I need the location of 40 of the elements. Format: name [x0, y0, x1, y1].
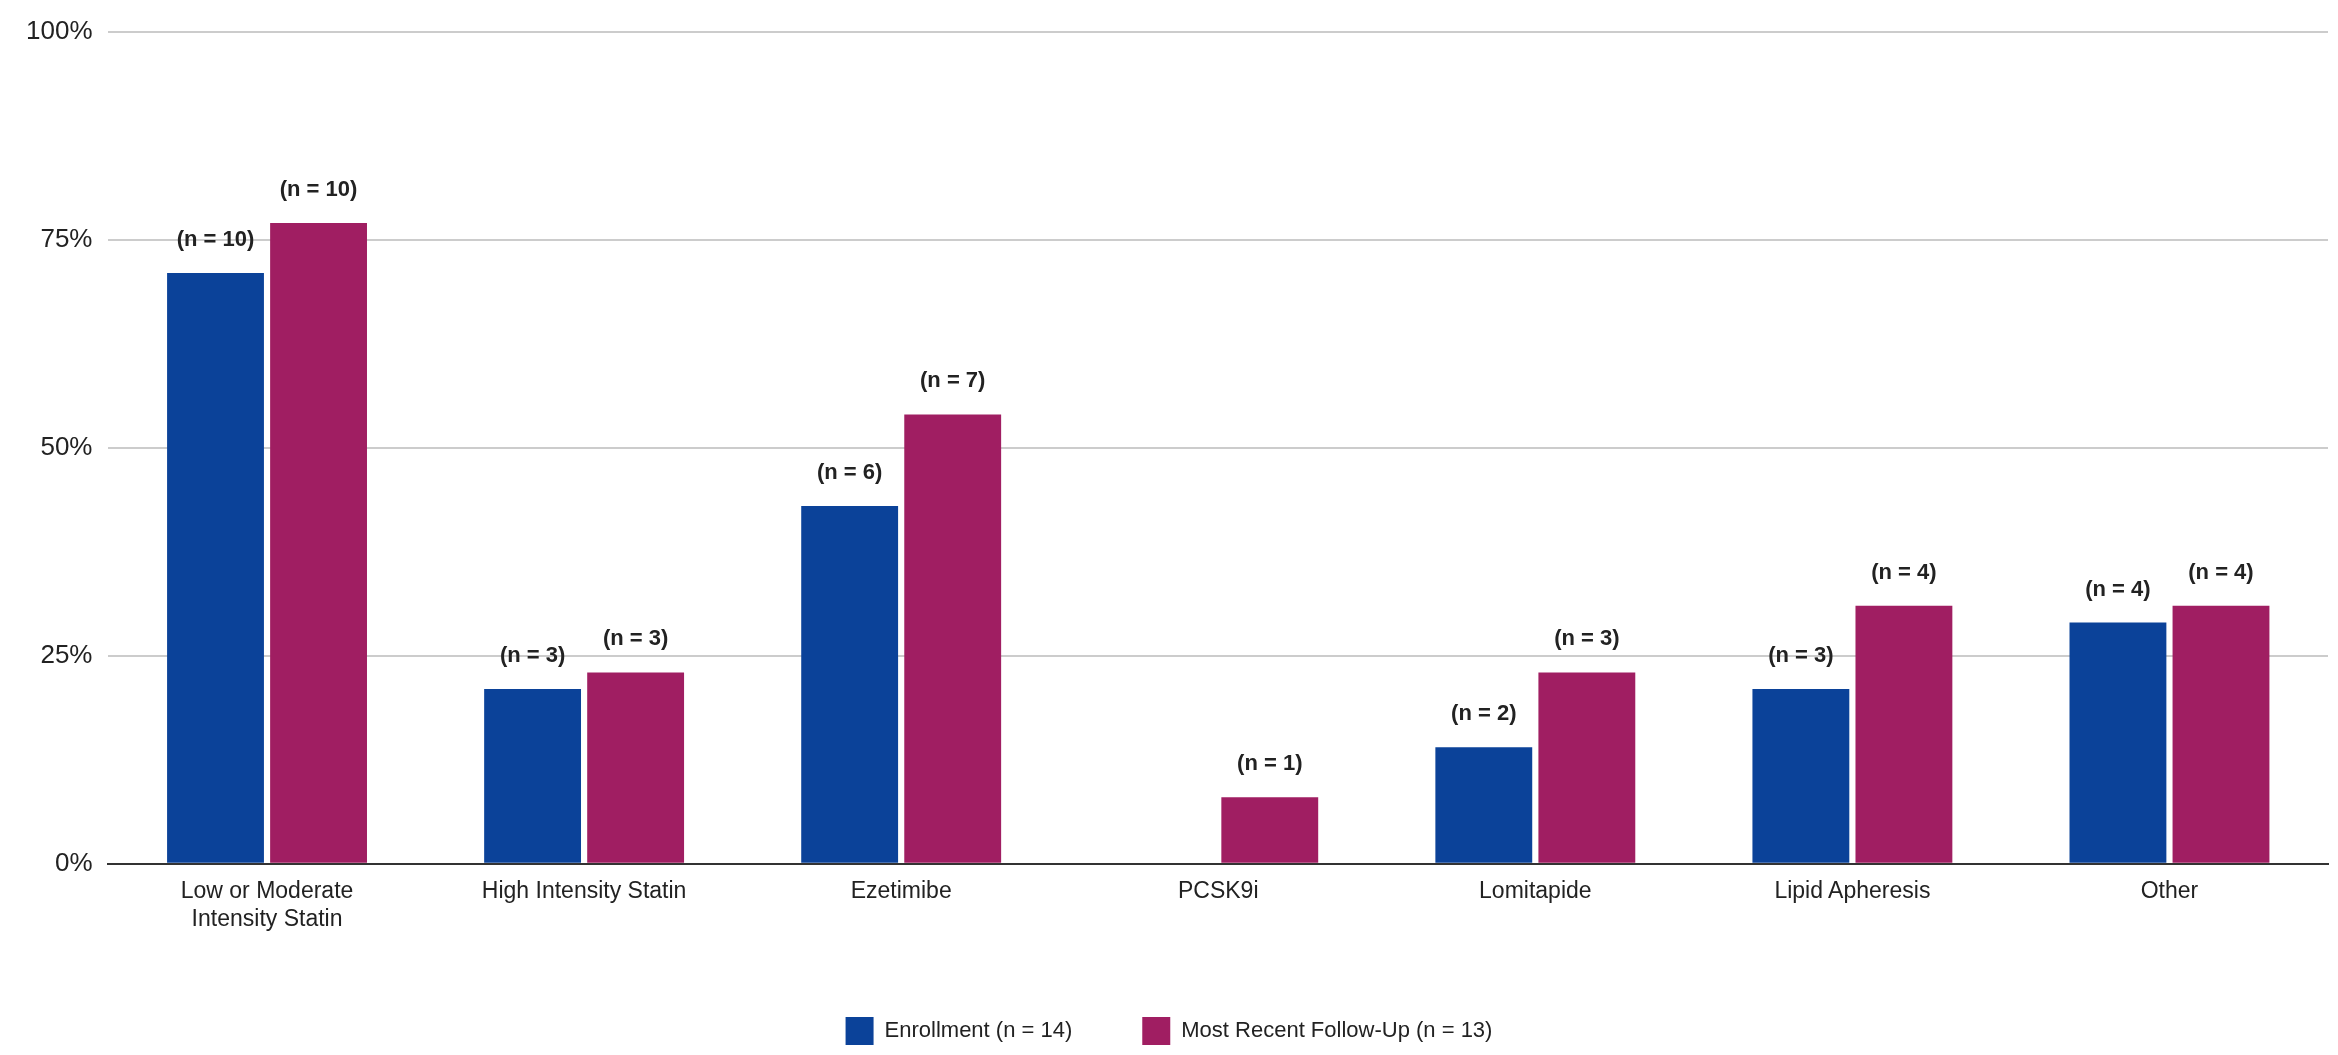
annotation: (n = 6) — [816, 459, 883, 485]
bar — [484, 689, 582, 863]
y-tick-label: 75% — [40, 222, 93, 253]
annotation: (n = 4) — [2188, 558, 2254, 584]
bar — [2069, 622, 2167, 863]
y-tick-label: 50% — [40, 430, 93, 461]
x-tick-label: Ezetimibe — [850, 876, 952, 903]
x-tick-label: PCSK9i — [1177, 876, 1259, 903]
annotation: (n = 10) — [176, 226, 255, 251]
annotation: (n = 10) — [279, 176, 358, 202]
annotation: (n = 1) — [1237, 750, 1303, 776]
y-tick-label: 100% — [26, 14, 93, 45]
x-tick-label: Other — [2140, 876, 2199, 903]
bar — [270, 223, 367, 863]
x-tick-label: High Intensity Statin — [481, 876, 687, 903]
bar — [167, 272, 264, 863]
legend-label: Enrollment (n = 14) — [884, 1017, 1073, 1043]
bar — [904, 414, 1002, 863]
bar — [1752, 689, 1850, 863]
annotation: (n = 7) — [920, 367, 986, 393]
annotation: (n = 3) — [499, 642, 566, 668]
bar — [1538, 672, 1636, 863]
x-tick-label: Lipid Apheresis — [1774, 876, 1931, 903]
y-tick-label: 25% — [40, 638, 93, 669]
x-tick-label: Low or Moderate Intensity Statin — [180, 876, 354, 931]
annotation: (n = 4) — [2085, 575, 2151, 601]
bar — [1435, 747, 1533, 863]
bar — [2172, 605, 2270, 863]
annotation: (n = 3) — [1768, 642, 1834, 668]
bar — [1855, 605, 1953, 863]
x-tick-label: Lomitapide — [1479, 876, 1592, 903]
annotation: (n = 3) — [602, 625, 669, 651]
annotation: (n = 3) — [1554, 625, 1620, 651]
annotation: (n = 4) — [1871, 558, 1937, 584]
y-tick-label: 0% — [54, 846, 93, 877]
annotation: (n = 2) — [1451, 700, 1517, 726]
bar — [587, 672, 685, 863]
bar — [1221, 797, 1319, 863]
legend-label: Most Recent Follow-Up (n = 13) — [1181, 1017, 1493, 1043]
bar — [801, 505, 899, 863]
